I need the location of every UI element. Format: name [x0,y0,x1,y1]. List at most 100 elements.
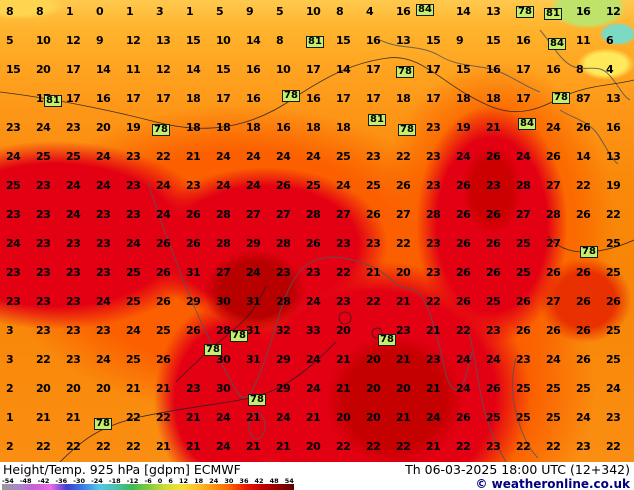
temperature-value: 15 [456,63,471,76]
temperature-value: 16 [606,121,621,134]
coastline-sri-lanka [248,412,266,440]
temperature-value: 26 [606,295,621,308]
temperature-value: 23 [6,266,21,279]
temperature-value: 11 [576,34,591,47]
temperature-value: 17 [366,92,381,105]
temperature-value: 21 [426,440,441,453]
temperature-value: 18 [456,92,471,105]
temperature-value: 23 [66,266,81,279]
temperature-value: 21 [396,353,411,366]
temperature-value: 21 [486,121,501,134]
temperature-value: 23 [96,324,111,337]
temperature-value: 18 [336,121,351,134]
temperature-value: 25 [486,411,501,424]
temperature-value: 14 [576,150,591,163]
temperature-value: 10 [306,5,321,18]
temperature-value: 20 [366,382,381,395]
temperature-value: 29 [276,353,291,366]
height-contour-label: 78 [230,330,248,342]
temperature-value: 24 [276,411,291,424]
legend-tick: -12 [126,477,139,485]
temperature-value: 21 [126,382,141,395]
temperature-value: 24 [306,150,321,163]
temperature-value: 22 [396,440,411,453]
temperature-value: 4 [606,63,614,76]
temperature-value: 23 [516,353,531,366]
height-contour-label: 78 [516,6,534,18]
temperature-value: 26 [456,411,471,424]
temperature-value: 26 [486,237,501,250]
legend-tick: -18 [108,477,121,485]
temperature-value: 21 [276,440,291,453]
temperature-value: 23 [426,237,441,250]
legend-tick: -30 [73,477,85,485]
coastline-gulf [512,357,539,459]
temperature-value: 28 [216,237,231,250]
height-contour-label: 84 [548,38,566,50]
temperature-value: 25 [606,353,621,366]
temperature-value: 23 [36,324,51,337]
temperature-value: 9 [246,5,254,18]
temperature-value: 23 [306,266,321,279]
temperature-value: 24 [246,179,261,192]
temperature-value: 27 [336,208,351,221]
temperature-value: 23 [606,411,621,424]
border-himalaya [379,39,541,93]
temperature-value: 12 [66,34,81,47]
temperature-value: 22 [456,324,471,337]
temperature-value: 25 [366,179,381,192]
temperature-value: 22 [156,150,171,163]
temperature-value: 3 [156,5,164,18]
temperature-value: 14 [336,63,351,76]
height-contour-label: 78 [552,92,570,104]
temperature-value: 10 [276,63,291,76]
height-contour-label: 78 [204,344,222,356]
temperature-value: 27 [516,208,531,221]
temperature-value: 24 [96,179,111,192]
height-contour-label: 78 [580,246,598,258]
temperature-value: 24 [576,411,591,424]
temperature-value: 26 [186,324,201,337]
temperature-value: 17 [66,92,81,105]
temperature-value: 23 [96,266,111,279]
coastline-malay-peninsula [467,329,507,462]
temperature-value: 15 [336,34,351,47]
temperature-value: 87 [576,92,591,105]
temperature-value: 18 [246,121,261,134]
temperature-value: 22 [96,440,111,453]
temperature-value: 11 [126,63,141,76]
temperature-value: 30 [216,382,231,395]
temperature-value: 24 [306,353,321,366]
temperature-value: 23 [6,121,21,134]
temperature-value: 20 [336,324,351,337]
temperature-value: 24 [246,150,261,163]
temperature-value: 23 [426,121,441,134]
coastline-bay-of-bengal [395,283,473,391]
temperature-value: 22 [576,179,591,192]
temperature-value: 26 [366,208,381,221]
legend-tick: 42 [254,477,264,485]
temperature-value: 26 [456,208,471,221]
temperature-value: 24 [6,237,21,250]
temperature-value: 24 [336,179,351,192]
temperature-value: 24 [546,121,561,134]
temperature-value: 17 [126,92,141,105]
temperature-value: 28 [546,208,561,221]
temperature-value: 15 [6,63,21,76]
temperature-value: 24 [96,295,111,308]
height-contour-central [175,285,267,383]
legend-tick: 36 [239,477,249,485]
temperature-value: 20 [36,63,51,76]
temperature-value: 17 [216,92,231,105]
temperature-value: 25 [546,382,561,395]
copyright-text: © weatheronline.co.uk [475,477,630,490]
temperature-value: 23 [486,324,501,337]
temperature-value: 23 [36,179,51,192]
temperature-value: 30 [216,295,231,308]
temperature-value: 24 [546,353,561,366]
temperature-value: 22 [66,440,81,453]
temperature-value: 27 [546,295,561,308]
legend-tick: -24 [91,477,103,485]
temperature-value: 29 [276,382,291,395]
temperature-value: 10 [36,34,51,47]
